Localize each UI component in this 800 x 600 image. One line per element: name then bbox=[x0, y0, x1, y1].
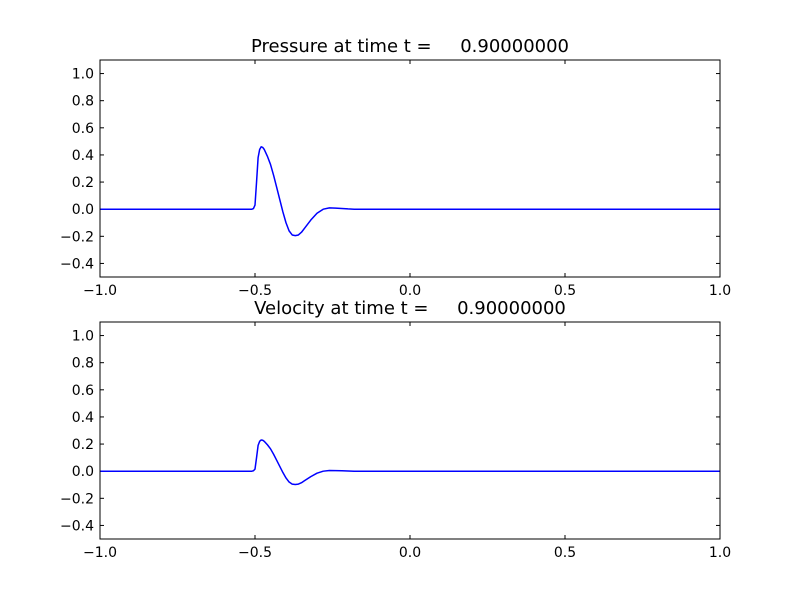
x-tick-label: −0.5 bbox=[238, 545, 272, 561]
x-tick-label: 0.5 bbox=[554, 283, 576, 299]
y-tick-label: 0.4 bbox=[72, 410, 94, 426]
y-tick-label: 0.8 bbox=[72, 356, 94, 372]
x-tick-label: −1.0 bbox=[83, 283, 117, 299]
x-tick-label: 0.0 bbox=[399, 545, 421, 561]
velocity-chart: Velocity at time t = 0.90000000 −1.0 −0.5… bbox=[60, 298, 731, 561]
x-tick-label: −1.0 bbox=[83, 545, 117, 561]
y-tick-label: 0.6 bbox=[72, 383, 94, 399]
y-tick-label: 0.2 bbox=[72, 437, 94, 453]
series-line bbox=[100, 146, 720, 237]
pressure-axes-frame bbox=[99, 59, 721, 278]
y-tick-label: 0.4 bbox=[72, 148, 94, 164]
y-tick-label: 0.2 bbox=[72, 175, 94, 191]
y-tick-label: −0.4 bbox=[60, 256, 94, 272]
x-tick-label: 0.0 bbox=[399, 283, 421, 299]
x-tick-label: 1.0 bbox=[709, 545, 731, 561]
y-tick-label: 1.0 bbox=[72, 67, 94, 83]
pressure-marks: −1.0 −0.5 0.0 0.5 1.0 −0.4 −0.2 0.0 0.2 0.4 0.6 0.8… bbox=[60, 60, 731, 299]
y-tick-label: 1.0 bbox=[72, 329, 94, 345]
y-tick-label: 0.8 bbox=[72, 94, 94, 110]
x-tick-label: 0.5 bbox=[554, 545, 576, 561]
x-tick-label: −0.5 bbox=[238, 283, 272, 299]
y-tick-label: −0.4 bbox=[60, 518, 94, 534]
pressure-chart: Pressure at time t = 0.90000000 −1.0 −0.5… bbox=[60, 36, 731, 299]
y-tick-label: 0.6 bbox=[72, 121, 94, 137]
y-tick-label: 0.0 bbox=[72, 464, 94, 480]
velocity-marks: −1.0 −0.5 0.0 0.5 1.0 −0.4 −0.2 0.0 0.2 0.4 0.6 0.8… bbox=[60, 322, 731, 561]
chart-title: Pressure at time t = 0.90000000 bbox=[251, 36, 569, 57]
y-tick-label: −0.2 bbox=[60, 491, 94, 507]
chart-title: Velocity at time t = 0.90000000 bbox=[254, 298, 566, 319]
velocity-axes-frame bbox=[99, 321, 721, 540]
x-tick-label: 1.0 bbox=[709, 283, 731, 299]
y-tick-label: −0.2 bbox=[60, 229, 94, 245]
y-tick-label: 0.0 bbox=[72, 202, 94, 218]
series-line bbox=[100, 439, 720, 486]
